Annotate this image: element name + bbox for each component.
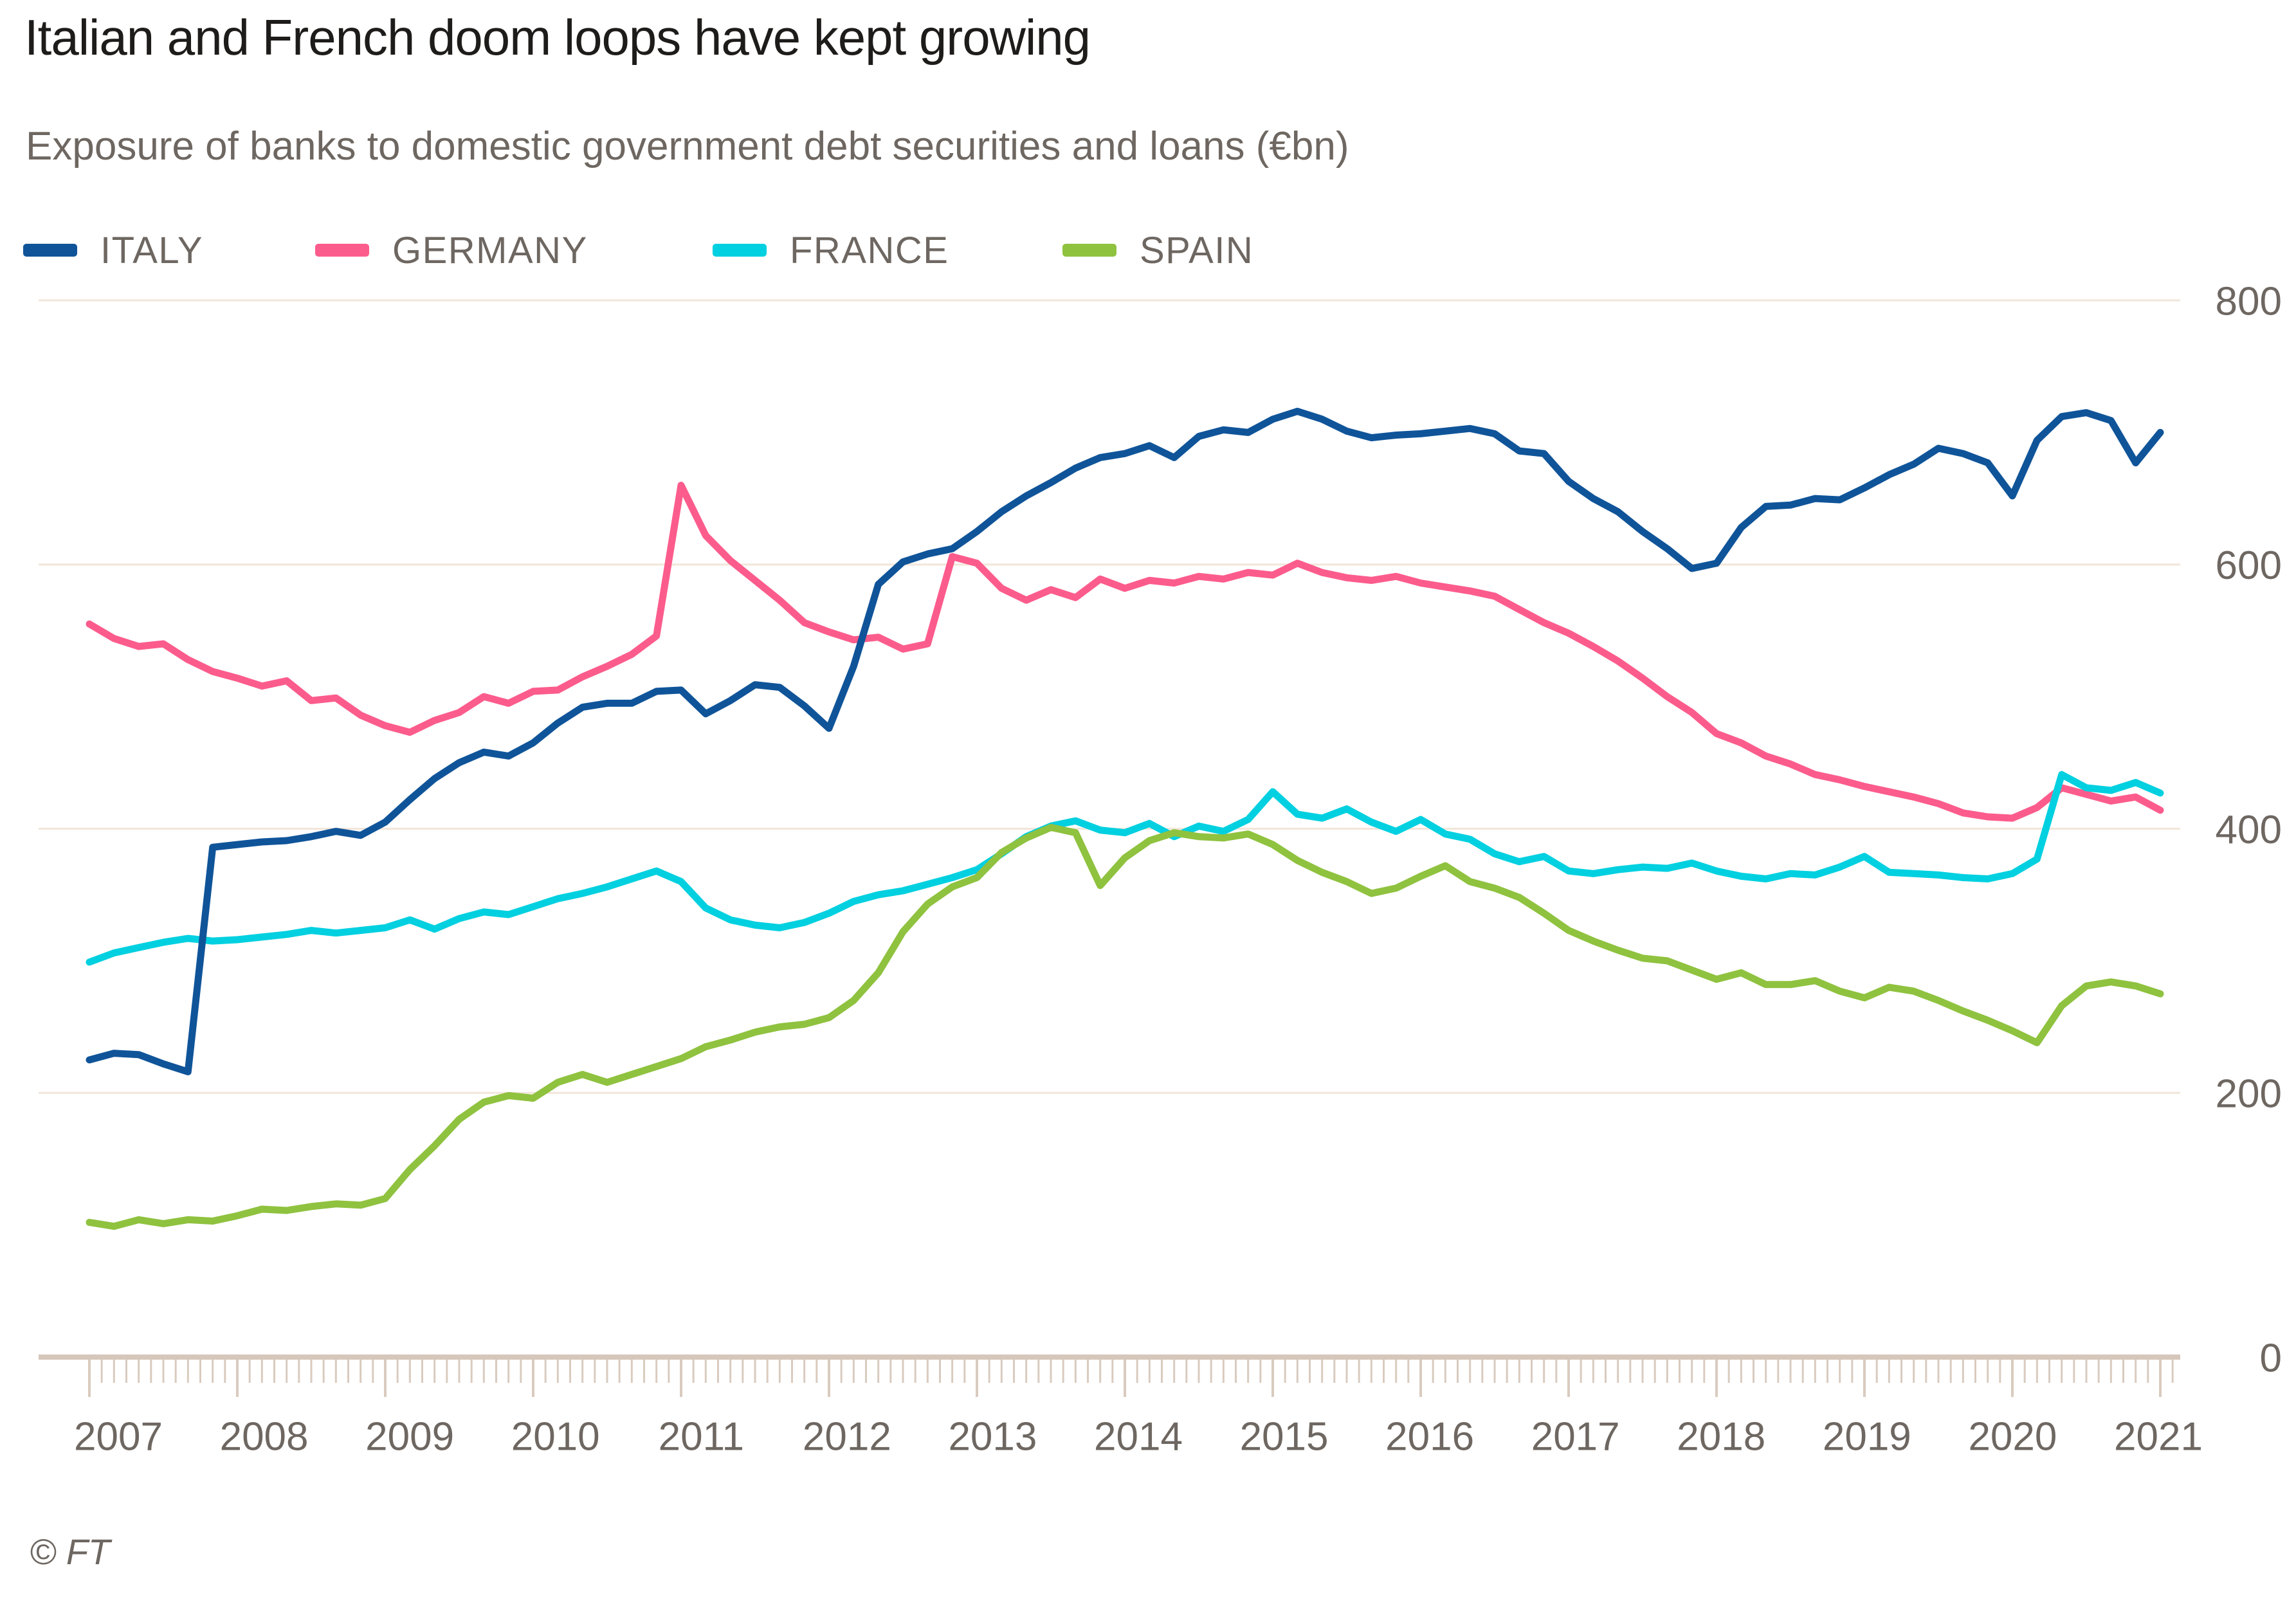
x-axis-label: 2014 <box>1094 1414 1183 1459</box>
x-axis-label: 2021 <box>2114 1414 2203 1459</box>
x-axis-label: 2019 <box>1823 1414 1911 1459</box>
x-axis-labels: 2007 2008 2009 2010 2011 2012 2013 2014 2015 2016… <box>74 1414 2203 1459</box>
series-line-spain <box>86 823 2164 1230</box>
x-axis-label: 2010 <box>511 1414 600 1459</box>
chart-subtitle: Exposure of banks to domestic government… <box>26 124 1349 169</box>
gridlines <box>39 299 2180 1094</box>
germany-swatch-icon <box>315 244 369 257</box>
legend-label-germany: GERMANY <box>392 229 588 271</box>
legend-label-italy: ITALY <box>100 229 204 271</box>
x-axis-ticks <box>88 1360 2174 1397</box>
legend-item-italy: ITALY <box>23 229 203 271</box>
y-axis-labels: 0 200 400 600 800 <box>2216 279 2282 1380</box>
y-axis-label: 800 <box>2216 279 2282 324</box>
series-line-italy <box>86 408 2164 1075</box>
france-swatch-icon <box>713 244 767 257</box>
y-axis-label: 600 <box>2216 543 2282 588</box>
italy-swatch-icon <box>23 244 77 257</box>
legend-item-france: FRANCE <box>713 229 949 271</box>
x-axis-label: 2017 <box>1531 1414 1620 1459</box>
x-axis-label: 2008 <box>220 1414 309 1459</box>
x-axis-label: 2012 <box>803 1414 891 1459</box>
x-axis-label: 2018 <box>1677 1414 1765 1459</box>
y-axis-label: 200 <box>2216 1072 2282 1117</box>
legend: ITALY GERMANY FRANCE SPAIN <box>0 229 2296 271</box>
ft-credit: © FT <box>30 1531 111 1572</box>
legend-label-france: FRANCE <box>790 229 949 271</box>
y-axis-label: 0 <box>2260 1336 2282 1380</box>
chart-title: Italian and French doom loops have kept … <box>24 9 1091 66</box>
spain-swatch-icon <box>1062 244 1116 257</box>
x-axis-label: 2013 <box>948 1414 1037 1459</box>
legend-item-germany: GERMANY <box>315 229 588 271</box>
y-axis-label: 400 <box>2216 808 2282 852</box>
x-axis-label: 2020 <box>1968 1414 2057 1459</box>
x-axis-label: 2009 <box>365 1414 454 1459</box>
series-line-germany <box>86 482 2164 822</box>
x-axis-label: 2007 <box>74 1414 163 1459</box>
legend-item-spain: SPAIN <box>1062 229 1253 271</box>
series-line-france <box>86 771 2164 966</box>
x-axis-label: 2016 <box>1385 1414 1474 1459</box>
x-axis-label: 2015 <box>1240 1414 1329 1459</box>
x-axis-label: 2011 <box>659 1414 744 1459</box>
legend-label-spain: SPAIN <box>1140 229 1254 271</box>
